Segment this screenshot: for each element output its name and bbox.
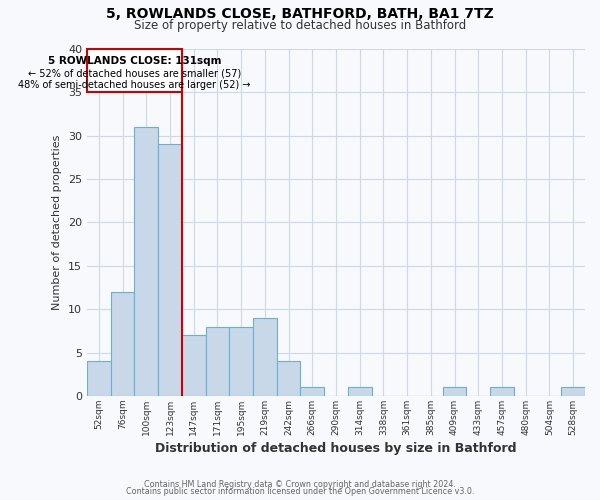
Text: 5 ROWLANDS CLOSE: 131sqm: 5 ROWLANDS CLOSE: 131sqm bbox=[47, 56, 221, 66]
Y-axis label: Number of detached properties: Number of detached properties bbox=[52, 135, 62, 310]
Bar bbox=[561, 387, 585, 396]
Text: ← 52% of detached houses are smaller (57): ← 52% of detached houses are smaller (57… bbox=[28, 68, 241, 78]
Bar bbox=[182, 335, 206, 396]
Bar bbox=[87, 361, 110, 396]
Bar bbox=[110, 292, 134, 396]
Bar bbox=[490, 387, 514, 396]
Bar bbox=[348, 387, 371, 396]
Bar bbox=[229, 326, 253, 396]
Bar bbox=[277, 361, 301, 396]
Text: 48% of semi-detached houses are larger (52) →: 48% of semi-detached houses are larger (… bbox=[18, 80, 251, 90]
Bar bbox=[206, 326, 229, 396]
FancyBboxPatch shape bbox=[87, 49, 182, 92]
Bar bbox=[443, 387, 466, 396]
Bar bbox=[301, 387, 324, 396]
Text: Size of property relative to detached houses in Bathford: Size of property relative to detached ho… bbox=[134, 18, 466, 32]
Text: Contains public sector information licensed under the Open Government Licence v3: Contains public sector information licen… bbox=[126, 487, 474, 496]
Bar bbox=[253, 318, 277, 396]
Bar bbox=[158, 144, 182, 396]
Text: 5, ROWLANDS CLOSE, BATHFORD, BATH, BA1 7TZ: 5, ROWLANDS CLOSE, BATHFORD, BATH, BA1 7… bbox=[106, 8, 494, 22]
X-axis label: Distribution of detached houses by size in Bathford: Distribution of detached houses by size … bbox=[155, 442, 517, 455]
Bar bbox=[134, 127, 158, 396]
Text: Contains HM Land Registry data © Crown copyright and database right 2024.: Contains HM Land Registry data © Crown c… bbox=[144, 480, 456, 489]
